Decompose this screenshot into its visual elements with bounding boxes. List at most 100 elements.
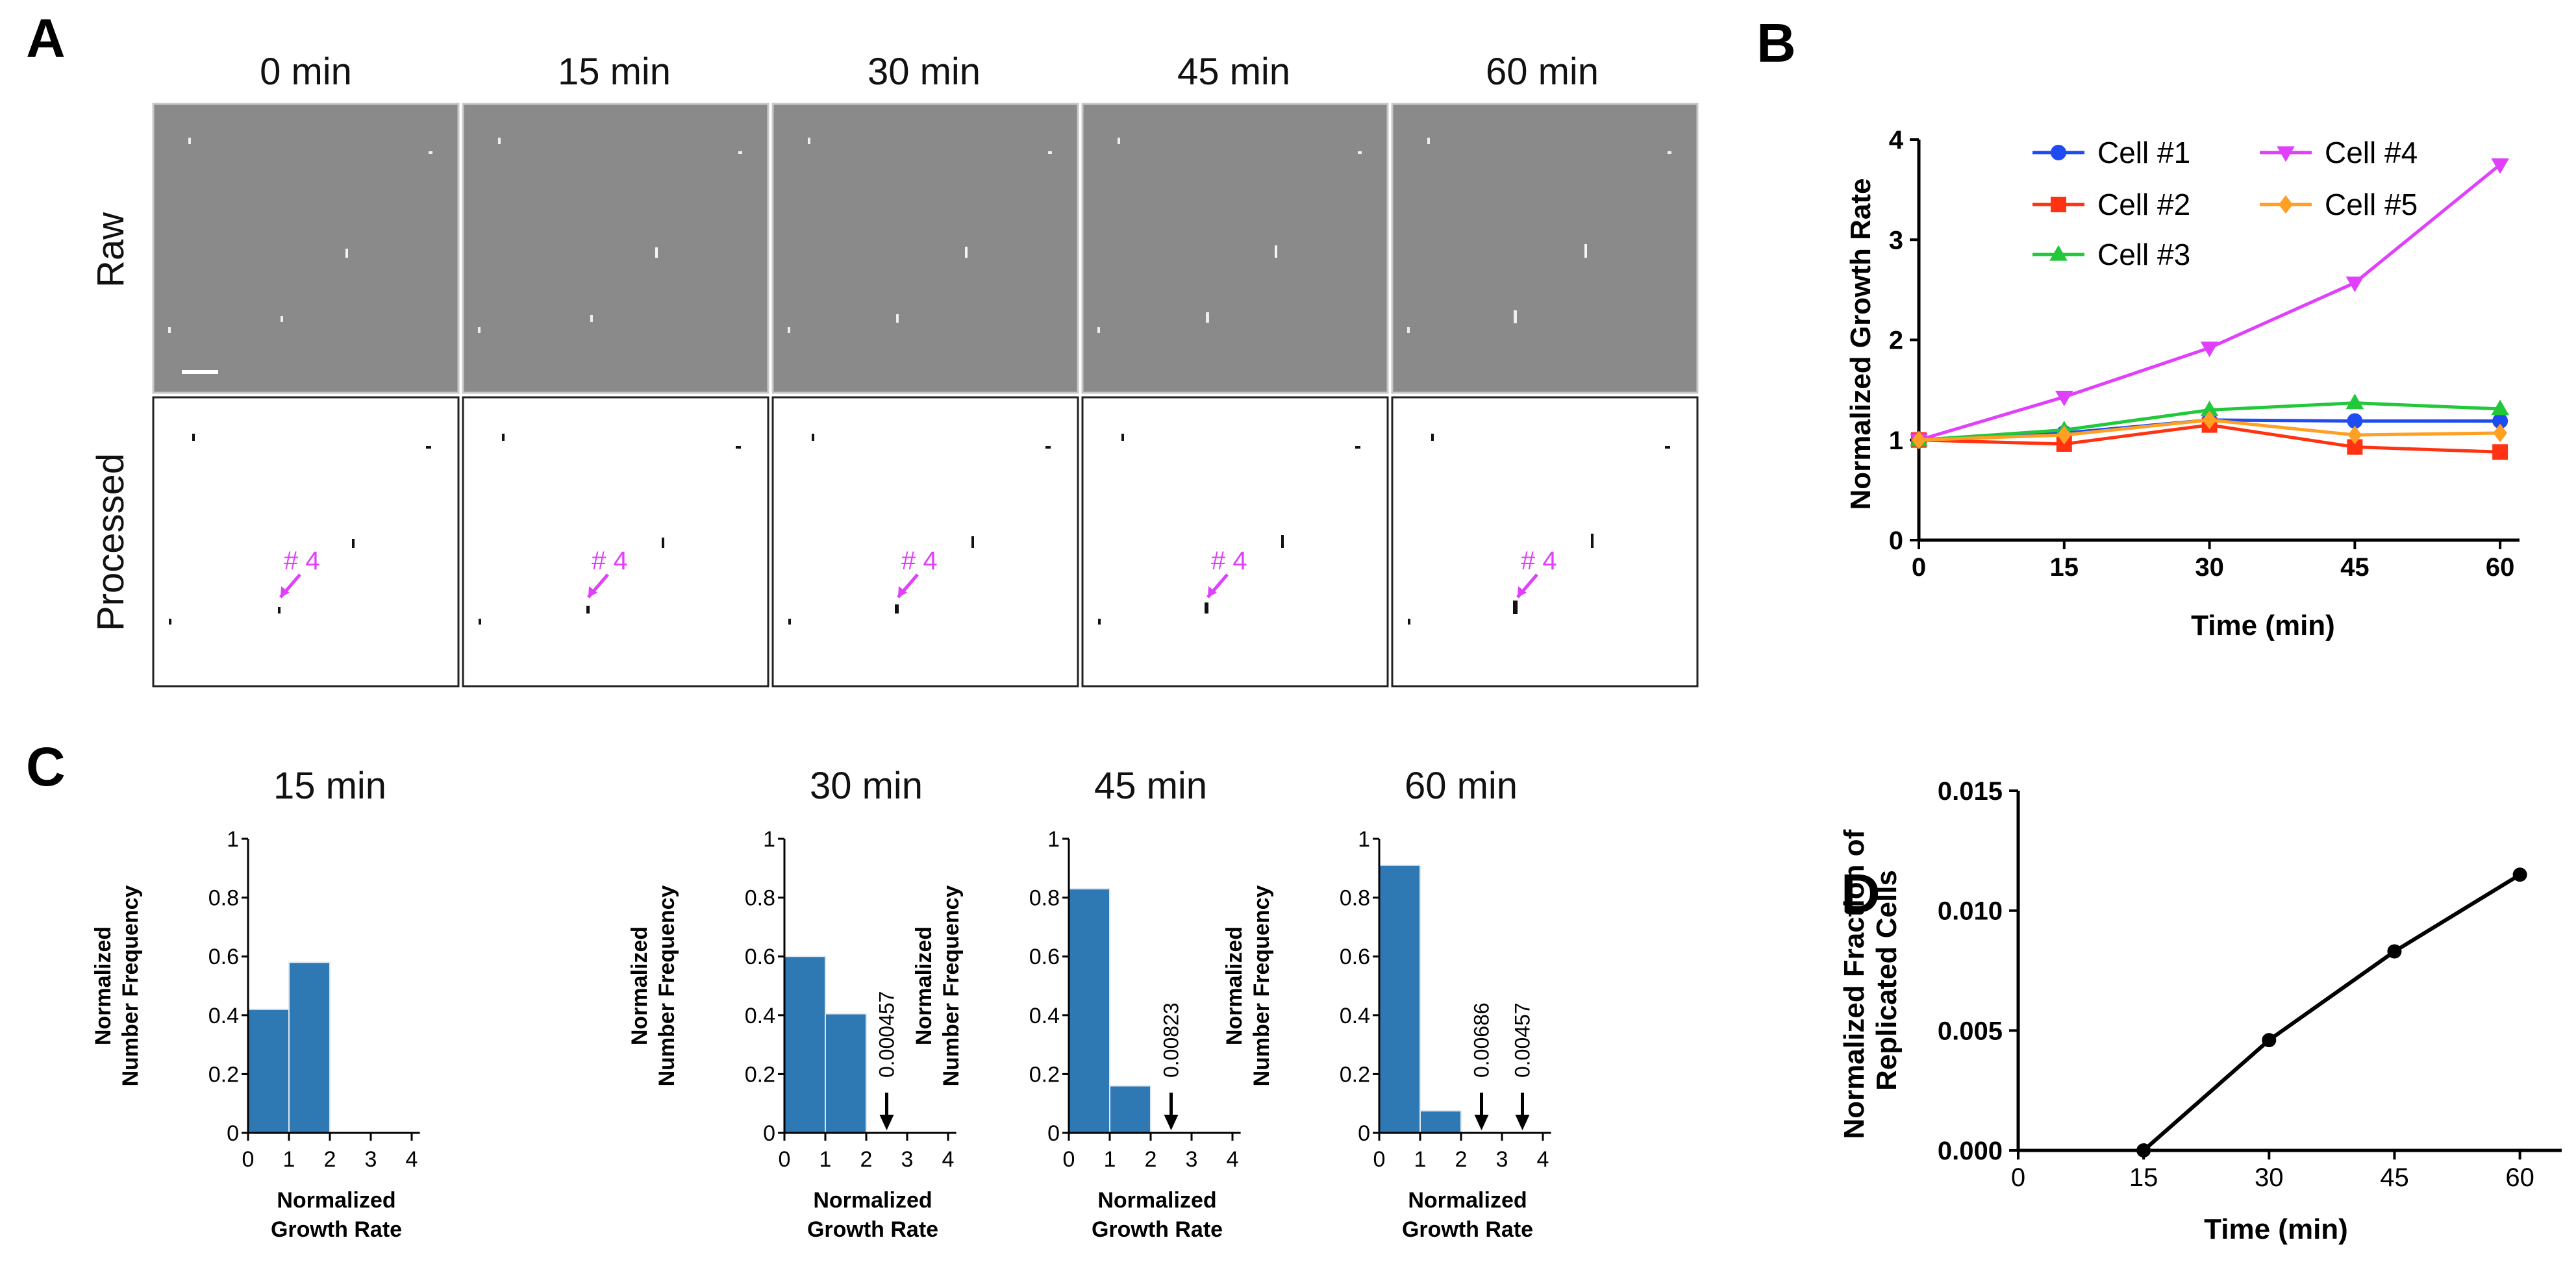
legend-label-cell-5: Cell #5 (2325, 188, 2418, 221)
panel-letter-d: D (1841, 863, 1881, 924)
time-label-15: 15 min (558, 51, 671, 93)
histogram-y-tick-label: 0.6 (208, 945, 239, 969)
panel-d-x-tick-label: 15 (2129, 1163, 2158, 1192)
panel-b-x-tick-label: 30 (2195, 553, 2224, 582)
histogram-x-tick-label: 2 (860, 1147, 873, 1172)
raw-image-45min (1081, 103, 1389, 394)
histogram-x-label-line1: Normalized (813, 1188, 932, 1213)
data-point-cell-5 (2202, 410, 2217, 430)
panel-d: D Normalized Fraction of Replicated Cell… (1838, 777, 2562, 1245)
histogram-x-label-line2: Growth Rate (1092, 1217, 1223, 1242)
histogram-x-tick-label: 0 (1373, 1147, 1386, 1172)
panel-d-y-tick-label: 0.015 (1938, 777, 2003, 806)
panel-b: B Normalized Growth Rate Time (min) 0 15 3… (1757, 12, 2520, 641)
processed-image-30min: # 4 (771, 396, 1079, 688)
histogram-bar (288, 961, 331, 1134)
raw-image-15min (462, 103, 769, 394)
replicated-fraction-line (2142, 873, 2521, 1152)
data-point-cell-4 (2055, 390, 2073, 406)
histogram-title: 45 min (1094, 765, 1207, 807)
panel-b-y-tick-label: 1 (1889, 427, 1903, 455)
histogram-y-tick-label: 0.6 (1029, 945, 1060, 969)
cell-tag-60min: # 4 (1521, 547, 1557, 575)
histogram-y-tick-label: 1 (227, 827, 239, 852)
histogram-y-tick-label: 0.8 (745, 886, 775, 911)
histogram-x-axis-label: Normalized Growth Rate (1402, 1188, 1533, 1242)
panel-b-y-tick-label: 0 (1889, 527, 1903, 555)
time-label-45: 45 min (1177, 51, 1290, 93)
histogram-y-tick-label: 0.4 (1029, 1004, 1060, 1028)
histogram-bar (1379, 864, 1421, 1134)
cell-tag-45min: # 4 (1211, 547, 1247, 575)
histogram-x-tick-label: 1 (819, 1147, 832, 1172)
data-point-cell-3 (2345, 393, 2364, 410)
cell-tag-30min: # 4 (901, 547, 938, 575)
legend-marker-cell-4 (2277, 146, 2295, 162)
histogram-y-label-line1: Normalized (912, 926, 936, 1045)
panel-d-axes: 0 15 30 45 60 0.000 0.005 0.010 0.015 (1938, 777, 2562, 1192)
histogram-x-axis-label: Normalized Growth Rate (807, 1188, 938, 1242)
legend-marker-cell-3 (2049, 245, 2068, 261)
histogram-x-tick-label: 0 (242, 1147, 255, 1172)
histogram-x-tick-label: 3 (1186, 1147, 1198, 1172)
histogram-title: 15 min (273, 765, 386, 807)
legend-label-cell-1: Cell #1 (2097, 136, 2190, 169)
cell-tag-15min: # 4 (592, 547, 628, 575)
panel-b-x-tick-label: 0 (1912, 553, 1926, 582)
data-point-cell-4 (2200, 341, 2219, 358)
histogram-x-axis-label: Normalized Growth Rate (271, 1188, 402, 1242)
down-arrowhead-icon (879, 1115, 894, 1130)
histogram-annotation-label: 0.00686 (1470, 1002, 1494, 1078)
data-point-cell-3 (2491, 399, 2509, 415)
histogram-bar (1419, 1110, 1462, 1134)
panel-b-y-tick-label: 4 (1889, 126, 1904, 155)
histogram-x-tick-label: 3 (365, 1147, 377, 1172)
panel-d-y-tick-label: 0.010 (1938, 897, 2003, 926)
cell-tag-0min: # 4 (284, 547, 320, 575)
histogram-x-tick-label: 0 (1063, 1147, 1075, 1172)
down-arrowhead-icon (1515, 1115, 1530, 1130)
histogram-y-tick-label: 0 (763, 1121, 775, 1146)
histogram-x-tick-label: 4 (1537, 1147, 1549, 1172)
legend-label-cell-2: Cell #2 (2097, 188, 2190, 221)
processed-image-15min: # 4 (462, 396, 769, 688)
histogram-y-axis-label: Normalized Number Frequency (91, 885, 143, 1086)
data-point-cell-1 (2492, 413, 2508, 429)
histogram-y-axis-label: Normalized Number Frequency (912, 885, 964, 1086)
histogram-x-label-line1: Normalized (1408, 1188, 1527, 1213)
legend-marker-cell-5 (2279, 195, 2293, 214)
histogram-15min: 15 min Normalized Number Frequency Normaliz… (91, 765, 420, 1242)
histogram-y-label-line2: Number Frequency (118, 885, 143, 1086)
panel-b-y-tick-label: 3 (1889, 226, 1903, 254)
histogram-y-tick-label: 0.6 (745, 945, 775, 969)
panel-d-x-axis-label: Time (min) (2204, 1213, 2348, 1245)
row-label-raw: Raw (90, 212, 132, 288)
panel-a: A 0 min 15 min 30 min 45 min 60 min Raw … (26, 8, 1699, 688)
histogram-x-tick-label: 1 (1104, 1147, 1116, 1172)
histogram-y-label-line2: Number Frequency (939, 885, 964, 1086)
histogram-y-tick-label: 0 (1047, 1121, 1060, 1146)
panel-b-y-tick-label: 2 (1889, 327, 1903, 355)
histogram-y-tick-label: 1 (763, 827, 775, 852)
data-point-cell-5 (2493, 423, 2507, 443)
histogram-title: 60 min (1405, 765, 1518, 807)
histogram-y-label-line1: Normalized (627, 926, 652, 1045)
histogram-y-tick-label: 0.2 (208, 1062, 239, 1087)
histogram-x-axis-label: Normalized Growth Rate (1092, 1188, 1223, 1242)
histogram-bar (247, 1008, 290, 1134)
histogram-y-axis-label: Normalized Number Frequency (627, 885, 679, 1086)
data-point-cell-4 (2345, 276, 2364, 292)
processed-image-45min: # 4 (1081, 396, 1389, 688)
histogram-y-tick-label: 0.8 (208, 886, 239, 911)
histogram-y-tick-label: 1 (1358, 827, 1370, 852)
histogram-y-tick-label: 0.2 (745, 1062, 775, 1087)
processed-image-0min: # 4 (152, 396, 460, 688)
replicated-fraction-point (2512, 867, 2527, 882)
down-arrowhead-icon (1164, 1115, 1179, 1130)
histogram-annotation-label: 0.000457 (875, 991, 899, 1078)
panel-letter-a: A (26, 8, 66, 69)
histogram-bar (1109, 1085, 1151, 1134)
